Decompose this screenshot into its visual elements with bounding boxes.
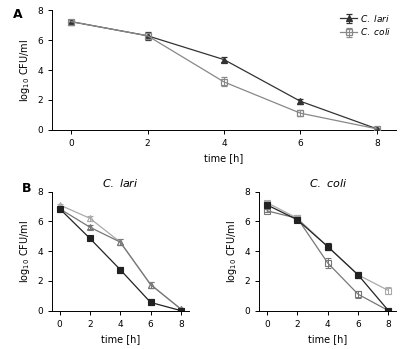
Title: $\it{C.\ coli}$: $\it{C.\ coli}$ [309,177,347,190]
X-axis label: time [h]: time [h] [204,153,244,163]
Text: A: A [12,8,22,21]
Legend: $\it{C.\ lari}$, $\it{C.\ coli}$: $\it{C.\ lari}$, $\it{C.\ coli}$ [340,13,392,37]
X-axis label: time [h]: time [h] [101,334,140,344]
Text: B: B [22,182,32,195]
X-axis label: time [h]: time [h] [308,334,347,344]
Title: $\it{C.\ lari}$: $\it{C.\ lari}$ [102,177,138,190]
Y-axis label: log$_{10}$ CFU/ml: log$_{10}$ CFU/ml [225,220,239,283]
Y-axis label: log$_{10}$ CFU/ml: log$_{10}$ CFU/ml [18,220,32,283]
Y-axis label: log$_{10}$ CFU/ml: log$_{10}$ CFU/ml [18,38,32,102]
